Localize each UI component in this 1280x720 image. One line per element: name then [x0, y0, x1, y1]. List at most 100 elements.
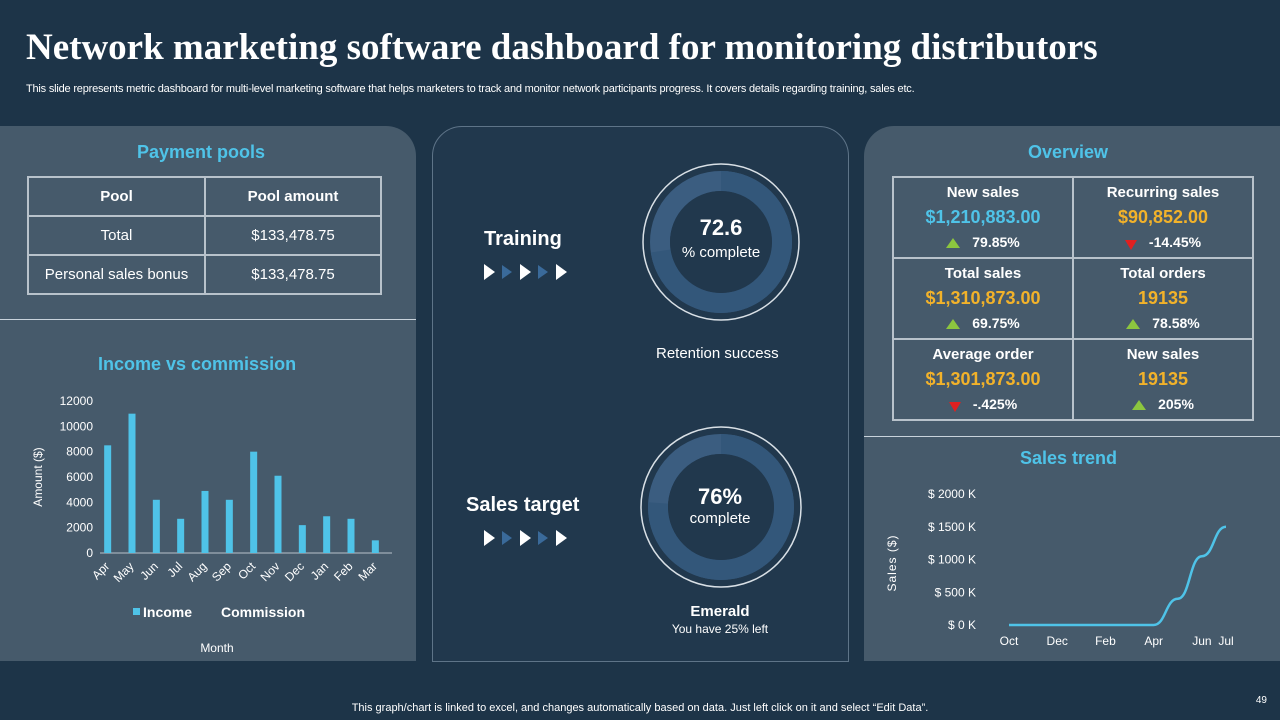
x-tick-label: Dec	[282, 559, 307, 584]
metric-change-text: -14.45%	[1148, 234, 1202, 250]
sales-target-label: Sales target	[466, 494, 580, 516]
arrow-up-icon	[946, 238, 961, 248]
training-unit: % complete	[681, 244, 761, 261]
x-tick-label: Nov	[258, 559, 283, 584]
metric-label: New sales	[946, 184, 1020, 201]
metric-value: $1,210,883.00	[925, 207, 1041, 227]
x-axis-title: Month	[200, 641, 233, 655]
x-tick-label: Apr	[89, 559, 112, 582]
income-vs-commission-chart[interactable]: 0 2000 4000 6000 8000 10000 12000 Amount ($) Apr…	[0, 385, 416, 660]
legend-label-income: Income	[143, 604, 192, 620]
income-bar	[250, 451, 258, 553]
metric-change: 205%	[1074, 396, 1252, 412]
emerald-caption: Emerald	[690, 603, 750, 620]
x-tick-label: Jan	[308, 559, 332, 583]
y-tick-label: 2000	[66, 521, 93, 535]
y-tick-label: 0	[86, 546, 93, 560]
sales-target-chevron-icon	[484, 530, 567, 546]
overview-cell-average-order: Average order $1,301,873.00 -.425%	[892, 338, 1074, 421]
arrow-down-icon	[1124, 240, 1137, 250]
overview-cell-new-sales-count: New sales 19135 205%	[1072, 338, 1254, 421]
x-tick-label: Apr	[1144, 634, 1163, 648]
income-bar	[177, 518, 185, 553]
metric-value: $1,301,873.00	[925, 369, 1041, 389]
overview-cell-total-sales: Total sales $1,310,873.00 69.75%	[892, 257, 1074, 340]
right-divider	[864, 436, 1280, 437]
x-tick-label: Sep	[209, 559, 234, 584]
sales-target-donut-chart	[640, 426, 802, 588]
metric-change-text: 79.85%	[972, 234, 1020, 250]
table-row: Total $133,478.75	[27, 215, 382, 256]
metric-change-text: -.425%	[972, 396, 1018, 412]
income-bar	[298, 525, 306, 553]
donut-progress-arc	[650, 171, 792, 313]
income-bar	[201, 490, 209, 553]
table-row: Personal sales bonus $133,478.75	[27, 254, 382, 295]
payment-pools-table: Pool Pool amount Total $133,478.75 Perso…	[27, 176, 382, 295]
legend-label-commission: Commission	[221, 604, 305, 620]
x-tick-label: Jul	[1218, 634, 1233, 648]
sales-trend-chart[interactable]: $ 0 K $ 500 K $ 1000 K $ 1500 K $ 2000 K Sale…	[864, 478, 1280, 660]
x-tick-label: Jun	[137, 559, 161, 583]
legend-swatch-income	[133, 608, 140, 615]
x-tick-label: Oct	[235, 559, 259, 583]
x-tick-label: Feb	[331, 559, 356, 584]
x-tick-label: Oct	[1000, 634, 1019, 648]
footer-note: This graph/chart is linked to excel, and…	[351, 702, 929, 714]
income-bar	[274, 475, 282, 553]
y-tick-label: 10000	[60, 419, 94, 433]
sales-trend-title: Sales trend	[1020, 448, 1118, 468]
x-tick-label: Jun	[1192, 634, 1211, 648]
page-number: 49	[1255, 695, 1267, 706]
sales-trend-line	[1008, 525, 1227, 627]
retention-caption: Retention success	[656, 345, 779, 362]
y-tick-label: 8000	[66, 445, 93, 459]
overview-cell-recurring-sales: Recurring sales $90,852.00 -14.45%	[1072, 176, 1254, 259]
y-tick-label: $ 2000 K	[928, 487, 976, 501]
table-header-pool: Pool	[27, 176, 206, 217]
table-cell: Personal sales bonus	[27, 254, 206, 295]
metric-value: $90,852.00	[1117, 207, 1209, 227]
x-tick-label: Aug	[185, 559, 210, 584]
income-bar	[323, 516, 331, 553]
arrow-up-icon	[1126, 319, 1141, 329]
page-subtitle: This slide represents metric dashboard f…	[26, 83, 915, 95]
metric-label: Recurring sales	[1106, 184, 1220, 201]
training-chevron-icon	[484, 264, 567, 280]
metric-value: 19135	[1137, 288, 1189, 308]
donut-outline	[640, 426, 802, 588]
metric-value: 19135	[1137, 369, 1189, 389]
y-tick-label: $ 1000 K	[928, 553, 976, 567]
metric-change-text: 78.58%	[1152, 315, 1200, 331]
income-chart-title: Income vs commission	[98, 354, 297, 374]
payment-pools-title: Payment pools	[137, 142, 266, 162]
y-tick-label: 12000	[60, 394, 94, 408]
metric-change-text: 205%	[1158, 396, 1194, 412]
table-cell: $133,478.75	[204, 215, 382, 256]
metric-label: New sales	[1126, 346, 1200, 363]
y-tick-label: $ 500 K	[935, 585, 976, 599]
donut-outline	[642, 163, 800, 321]
remaining-caption: You have 25% left	[671, 622, 769, 636]
donut-progress-arc	[648, 434, 794, 580]
training-value: 72.6	[699, 215, 743, 240]
x-tick-label: Dec	[1047, 634, 1068, 648]
x-tick-label: Mar	[355, 559, 380, 584]
donut-hole	[668, 454, 774, 560]
donut-hole	[670, 191, 772, 293]
y-tick-label: 4000	[66, 495, 93, 509]
income-bar	[128, 413, 136, 553]
income-bar	[225, 499, 233, 553]
table-header-row: Pool Pool amount	[27, 176, 382, 217]
table-row: Total sales $1,310,873.00 69.75% Total o…	[892, 257, 1254, 340]
sales-target-unit: complete	[689, 510, 751, 527]
x-tick-label: Jul	[165, 559, 186, 580]
table-cell: $133,478.75	[204, 254, 382, 295]
overview-cell-total-orders: Total orders 19135 78.58%	[1072, 257, 1254, 340]
arrow-up-icon	[1132, 400, 1147, 410]
arrow-down-icon	[948, 402, 961, 412]
training-label: Training	[484, 228, 562, 250]
metric-label: Total sales	[944, 265, 1022, 282]
overview-table: New sales $1,210,883.00 79.85% Recurring…	[892, 176, 1254, 421]
metric-value: $1,310,873.00	[925, 288, 1041, 308]
